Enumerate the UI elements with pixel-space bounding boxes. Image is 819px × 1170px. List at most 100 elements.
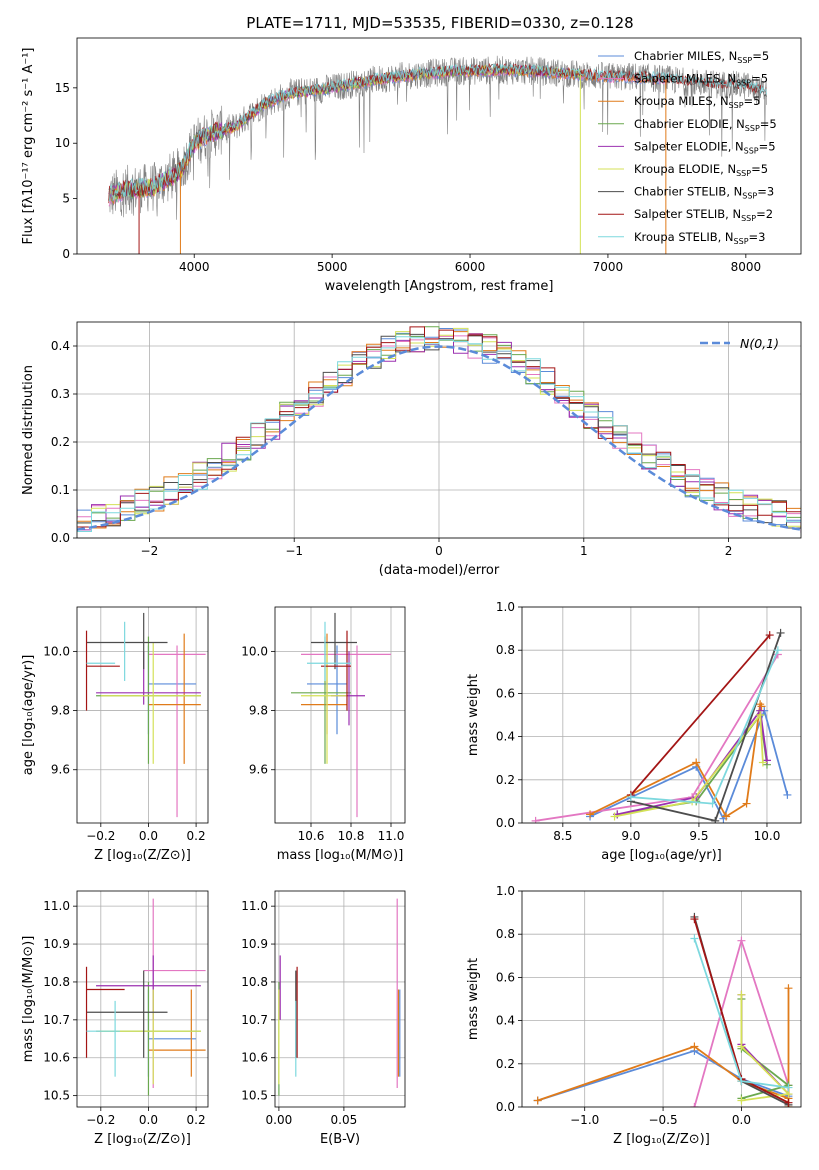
weight-marker bbox=[692, 758, 701, 767]
x-tick-label: 8.5 bbox=[553, 829, 572, 843]
y-tick-label: 0.0 bbox=[51, 531, 70, 545]
weight-marker bbox=[737, 990, 746, 999]
x-axis-label: mass [log₁₀(M/M⊙)] bbox=[277, 848, 404, 863]
weight_vs_Z-plot bbox=[533, 912, 793, 1107]
y-tick-label: 9.6 bbox=[51, 763, 70, 777]
weight-line bbox=[614, 712, 764, 818]
x-axis-label: Z [log₁₀(Z/Z⊙)] bbox=[613, 1132, 710, 1147]
weight-marker bbox=[737, 936, 746, 945]
x-tick-label: −0.2 bbox=[86, 1113, 115, 1127]
y-tick-label: 5 bbox=[62, 192, 70, 206]
y-tick-label: 9.6 bbox=[249, 763, 268, 777]
weight-marker bbox=[765, 631, 774, 640]
spectrum-frame bbox=[76, 37, 802, 255]
y-tick-label: 10.8 bbox=[43, 975, 70, 989]
weight-marker bbox=[690, 915, 699, 924]
x-tick-label: 9.5 bbox=[689, 829, 708, 843]
x-tick-label: 6000 bbox=[455, 260, 486, 274]
weight_vs_age-axes: 8.5 9.0 9.5 10.0 0.0 0.2 0.4 0.6 0.8 1.0 age [log₁… bbox=[466, 600, 801, 863]
weight-marker bbox=[690, 934, 699, 943]
x-tick-label: 0.0 bbox=[139, 1113, 158, 1127]
y-tick-label: 10.0 bbox=[241, 644, 268, 658]
x-tick-label: 0.0 bbox=[139, 829, 158, 843]
y-tick-label: 0.8 bbox=[496, 927, 515, 941]
x-tick-label: 1 bbox=[580, 544, 588, 558]
spectrum-axes: 4000 5000 6000 7000 8000 0 5 10 15 wavelength [An… bbox=[21, 48, 761, 295]
y-tick-label: 0.4 bbox=[496, 730, 515, 744]
x-tick-label: 10.6 bbox=[298, 829, 325, 843]
weight-line bbox=[537, 988, 790, 1107]
figure-title: PLATE=1711, MJD=53535, FIBERID=0330, z=0… bbox=[246, 14, 633, 32]
y-tick-label: 10.7 bbox=[43, 1013, 70, 1027]
y-tick-label: 10.7 bbox=[241, 1013, 268, 1027]
y-tick-label: 0.0 bbox=[496, 1100, 515, 1114]
x-tick-label: 0 bbox=[435, 544, 443, 558]
y-axis-label: mass weight bbox=[466, 958, 481, 1040]
y-tick-label: 1.0 bbox=[496, 884, 515, 898]
y-tick-label: 10.9 bbox=[43, 937, 70, 951]
mass_vs_Z-frame bbox=[76, 890, 209, 1108]
y-tick-label: 0.2 bbox=[51, 435, 70, 449]
x-tick-label: −0.2 bbox=[86, 829, 115, 843]
x-tick-label: 10.8 bbox=[338, 829, 365, 843]
weight-marker bbox=[758, 758, 767, 767]
y-tick-label: 10.5 bbox=[241, 1089, 268, 1103]
weight-marker bbox=[722, 812, 731, 821]
y-tick-label: 11.0 bbox=[43, 899, 70, 913]
x-tick-label: 0.0 bbox=[732, 1113, 751, 1127]
y-tick-label: 11.0 bbox=[241, 899, 268, 913]
weight-line bbox=[617, 708, 768, 816]
histogram-step bbox=[77, 336, 801, 532]
weight-marker bbox=[762, 756, 771, 765]
y-tick-label: 0.4 bbox=[496, 1014, 515, 1028]
legend-entry: Salpeter STELIB, NSSP=2 bbox=[634, 207, 773, 223]
y-tick-label: 0.6 bbox=[496, 970, 515, 984]
weight-marker bbox=[776, 628, 785, 637]
y-tick-label: 10.8 bbox=[241, 975, 268, 989]
legend-entry: N(0,1) bbox=[740, 336, 779, 351]
weight_vs_Z-frame bbox=[521, 890, 802, 1108]
x-axis-label: Z [log₁₀(Z/Z⊙)] bbox=[94, 1132, 191, 1147]
x-tick-label: −1 bbox=[285, 544, 303, 558]
x-tick-label: 5000 bbox=[317, 260, 348, 274]
weight_vs_age-frame bbox=[521, 606, 802, 824]
y-tick-label: 0.2 bbox=[496, 1057, 515, 1071]
x-axis-label: Z [log₁₀(Z/Z⊙)] bbox=[94, 848, 191, 863]
y-tick-label: 0.1 bbox=[51, 483, 70, 497]
legend-entry: Chabrier ELODIE, NSSP=5 bbox=[634, 117, 777, 133]
y-tick-label: 15 bbox=[55, 81, 70, 95]
model-spectrum-line bbox=[108, 66, 666, 207]
age_vs_Z-frame bbox=[76, 606, 209, 824]
mass_vs_Z-plot bbox=[85, 898, 206, 1096]
age_vs_Z-plot bbox=[85, 612, 206, 818]
x-tick-label: −2 bbox=[141, 544, 159, 558]
x-tick-label: 0.2 bbox=[187, 1113, 206, 1127]
y-axis-label: Normed distribution bbox=[21, 365, 36, 495]
residuals-axes: −2 −1 0 1 2 0.0 0.1 0.2 0.3 0.4 (data-model)/error… bbox=[21, 322, 801, 578]
weight-marker bbox=[711, 816, 720, 823]
model-spectrum-line bbox=[108, 67, 666, 203]
legend-entry: Salpeter ELODIE, NSSP=5 bbox=[634, 139, 776, 155]
x-tick-label: 2 bbox=[725, 544, 733, 558]
y-tick-label: 0.0 bbox=[496, 816, 515, 830]
weight-marker bbox=[690, 1042, 699, 1051]
y-tick-label: 0.4 bbox=[51, 339, 70, 353]
y-tick-label: 10.9 bbox=[241, 937, 268, 951]
mass_vs_ebv-axes: 0.00 0.05 10.5 10.6 10.7 10.8 10.9 11.0 E(B-V) bbox=[241, 891, 405, 1147]
legend-entry: Chabrier STELIB, NSSP=3 bbox=[634, 185, 774, 201]
weight-marker bbox=[784, 1083, 793, 1092]
age_vs_mass-axes: 10.6 10.8 11.0 9.6 9.8 10.0 mass [log₁₀(M/M⊙)] bbox=[241, 607, 405, 863]
legend-entry: Salpeter MILES, NSSP=5 bbox=[634, 72, 768, 88]
x-tick-label: 4000 bbox=[179, 260, 210, 274]
x-tick-label: 0.2 bbox=[187, 829, 206, 843]
histogram-step bbox=[77, 326, 801, 528]
weight-marker bbox=[784, 1098, 793, 1107]
weight-marker bbox=[737, 1077, 746, 1086]
weight-marker bbox=[610, 812, 619, 821]
weight-marker bbox=[773, 646, 782, 655]
x-tick-label: 7000 bbox=[593, 260, 624, 274]
y-tick-label: 0 bbox=[62, 247, 70, 261]
weight_vs_Z-axes: −1.0 −0.5 0.0 0.0 0.2 0.4 0.6 0.8 1.0 Z [log₁₀(Z/… bbox=[466, 884, 801, 1147]
x-tick-label: 8000 bbox=[731, 260, 762, 274]
